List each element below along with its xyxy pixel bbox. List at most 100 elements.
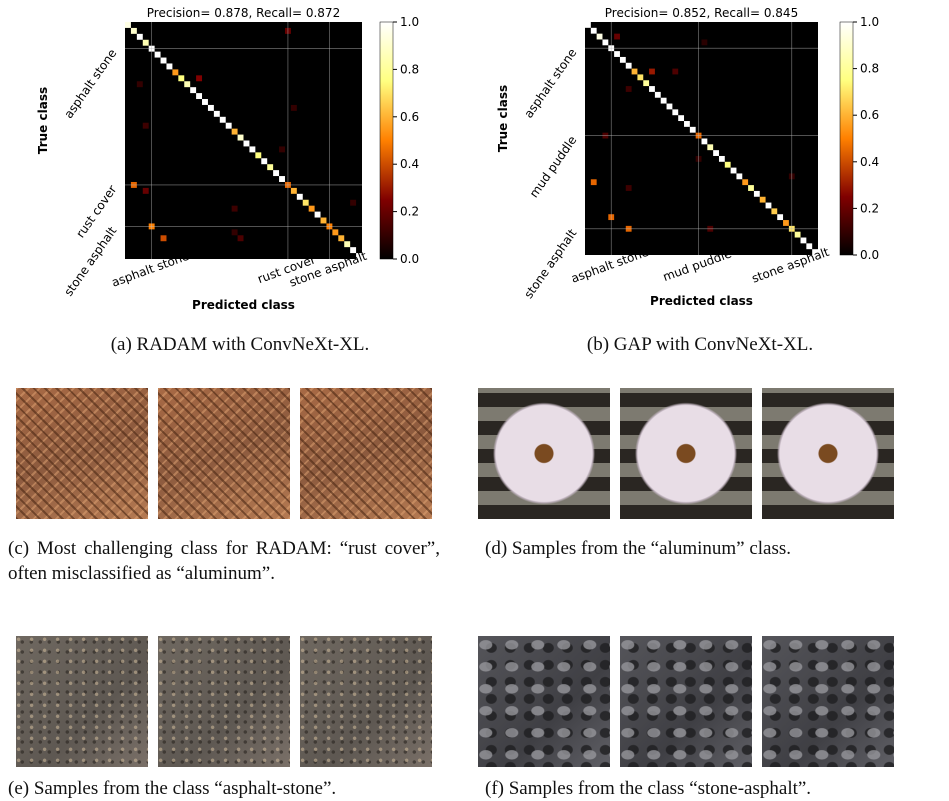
cell (232, 229, 238, 235)
cell (220, 117, 226, 123)
colorbar-tick-label: 1.0 (400, 15, 419, 29)
cell (143, 40, 149, 46)
cell (178, 75, 184, 81)
colorbar-tick-label: 0.2 (400, 205, 419, 219)
cell (143, 188, 149, 194)
cell (620, 57, 626, 63)
chart-title: Precision= 0.852, Recall= 0.845 (605, 6, 798, 20)
cell (783, 220, 789, 226)
cell (766, 203, 772, 209)
cell (591, 179, 597, 185)
photo (762, 636, 894, 767)
cell (771, 208, 777, 214)
cell (731, 168, 737, 174)
figure-page: asphalt stonerust coverstone asphaltasph… (0, 0, 949, 801)
cell (196, 75, 202, 81)
cell (321, 218, 327, 224)
cell (137, 34, 143, 40)
caption: (b) GAP with ConvNeXt-XL. (500, 332, 900, 357)
cell (748, 185, 754, 191)
cell (684, 121, 690, 127)
y-tick-label: asphalt stone (521, 46, 579, 121)
x-axis-label: Predicted class (192, 298, 295, 312)
cell (707, 144, 713, 150)
cell (267, 164, 273, 170)
photo (478, 388, 610, 519)
caption: (a) RADAM with ConvNeXt-XL. (40, 332, 440, 357)
cell (232, 129, 238, 135)
y-tick-label: asphalt stone (61, 46, 119, 121)
cell (614, 51, 620, 57)
photo (620, 388, 752, 519)
cell (597, 34, 603, 40)
colorbar-tick-label: 0.0 (400, 252, 419, 266)
cell (309, 206, 315, 212)
colorbar-tick-label: 0.8 (400, 62, 419, 76)
cell (672, 109, 678, 115)
colorbar-tick-label: 0.0 (860, 248, 879, 262)
colorbar-tick-label: 0.4 (400, 157, 419, 171)
colorbar-tick-label: 0.6 (860, 108, 879, 122)
cell (719, 156, 725, 162)
cell (626, 185, 632, 191)
cell (350, 200, 356, 206)
cell (602, 39, 608, 45)
photo (478, 636, 610, 767)
caption: (f) Samples from the class “stone-asphal… (485, 776, 935, 801)
cell (626, 86, 632, 92)
cell (291, 105, 297, 111)
cell (632, 69, 638, 75)
cell (155, 52, 161, 58)
cell (131, 28, 137, 34)
x-axis-label: Predicted class (650, 294, 753, 308)
cell (297, 194, 303, 200)
cell (736, 173, 742, 179)
y-tick-label: stone asphalt (61, 224, 119, 299)
cell (184, 81, 190, 87)
cell (238, 235, 244, 241)
colorbar-tick-label: 0.2 (860, 201, 879, 215)
cell (754, 191, 760, 197)
photo (158, 388, 290, 519)
cell (795, 232, 801, 238)
caption: (c) Most challenging class for RADAM: “r… (8, 536, 440, 586)
cell (643, 80, 649, 86)
cell (166, 63, 172, 69)
caption: (d) Samples from the “aluminum” class. (485, 536, 925, 561)
photo (16, 388, 148, 519)
photo (762, 388, 894, 519)
photo (300, 636, 432, 767)
photo (158, 636, 290, 767)
colorbar (380, 22, 393, 259)
cell (137, 81, 143, 87)
cell (672, 69, 678, 75)
cell (238, 135, 244, 141)
cell (690, 127, 696, 133)
cell (667, 104, 673, 110)
cell (614, 34, 620, 40)
cell (202, 99, 208, 105)
y-axis-label: True class (36, 87, 50, 154)
colorbar-tick-label: 0.4 (860, 155, 879, 169)
y-axis-label: True class (496, 85, 510, 152)
caption: (e) Samples from the class “asphalt-ston… (8, 776, 458, 801)
colorbar-tick-label: 1.0 (860, 15, 879, 29)
cell (760, 197, 766, 203)
cell (291, 188, 297, 194)
cell (273, 170, 279, 176)
cell (279, 146, 285, 152)
cell (702, 39, 708, 45)
cell (332, 229, 338, 235)
cell (801, 238, 807, 244)
cell (649, 69, 655, 75)
photo (300, 388, 432, 519)
cell (661, 98, 667, 104)
colorbar-tick-label: 0.8 (860, 62, 879, 76)
cell (208, 105, 214, 111)
cell (655, 92, 661, 98)
cell (626, 63, 632, 69)
cell (777, 214, 783, 220)
cell (338, 235, 344, 241)
photo (16, 636, 148, 767)
cell (143, 123, 149, 129)
